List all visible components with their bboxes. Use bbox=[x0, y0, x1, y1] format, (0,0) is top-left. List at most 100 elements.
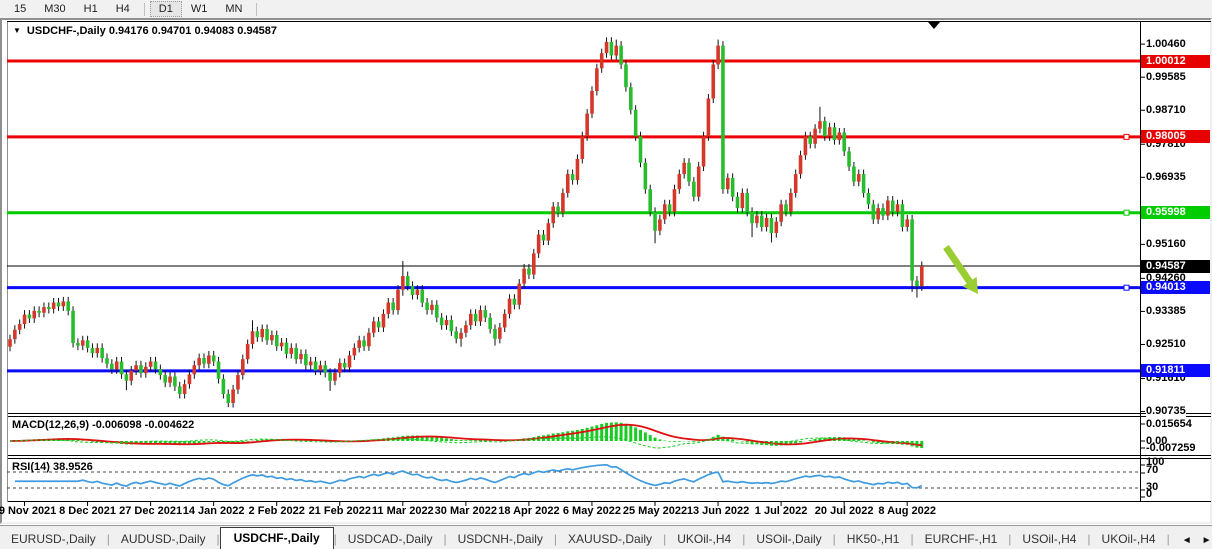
tab-usdchf-daily[interactable]: USDCHF-,Daily bbox=[219, 527, 334, 549]
candle-body bbox=[255, 331, 260, 338]
hline-handle[interactable] bbox=[1123, 209, 1130, 216]
candle-body bbox=[755, 215, 759, 224]
candle-body bbox=[774, 221, 779, 234]
candle-body bbox=[357, 340, 361, 348]
timeframe-button-mn[interactable]: MN bbox=[225, 3, 243, 15]
tab-scroll-right-icon[interactable]: ► bbox=[1201, 535, 1212, 546]
candle-body bbox=[85, 340, 90, 348]
candle-body bbox=[633, 109, 638, 137]
candle-body bbox=[488, 317, 492, 329]
candle-body bbox=[134, 365, 138, 371]
tab-eurusd-daily[interactable]: EURUSD-,Daily bbox=[11, 532, 96, 546]
candle-body bbox=[847, 151, 851, 167]
candle-body bbox=[701, 136, 706, 167]
timeframe-button-h1[interactable]: H1 bbox=[83, 3, 98, 15]
candle-body bbox=[881, 208, 885, 216]
chevron-down-icon[interactable]: ▼ bbox=[13, 26, 21, 35]
date-tick: 6 May 2022 bbox=[562, 505, 621, 517]
candle-body bbox=[750, 211, 754, 224]
down-arrow-annotation[interactable] bbox=[943, 245, 973, 284]
chart-title-text: USDCHF-,Daily 0.94176 0.94701 0.94083 0.… bbox=[26, 25, 278, 37]
candle-body bbox=[294, 347, 298, 360]
date-tick: 14 Jan 2022 bbox=[182, 505, 245, 517]
candle-body bbox=[80, 340, 85, 346]
chart-shift-marker-icon[interactable] bbox=[928, 22, 940, 29]
candle-body bbox=[667, 204, 672, 212]
candle-body bbox=[784, 204, 788, 212]
timeframe-button-w1[interactable]: W1 bbox=[190, 3, 208, 15]
candle-body bbox=[386, 302, 391, 314]
candle-body bbox=[745, 192, 749, 212]
candle-body bbox=[173, 376, 177, 387]
timeframe-button-15[interactable]: 15 bbox=[14, 3, 27, 15]
candle-body bbox=[148, 361, 153, 367]
candle-body bbox=[590, 90, 594, 114]
candle-body bbox=[410, 285, 415, 295]
candle-body bbox=[211, 355, 216, 362]
tab-eurchf-h1[interactable]: EURCHF-,H1 bbox=[924, 532, 998, 546]
rsi-tick-100: 100 bbox=[1146, 456, 1165, 468]
candle-body bbox=[401, 276, 405, 290]
candle-body bbox=[716, 45, 720, 65]
candle-body bbox=[124, 374, 129, 381]
candle-body bbox=[22, 314, 27, 325]
candle-body bbox=[435, 304, 439, 318]
price-tick-0.98710: 0.98710 bbox=[1146, 103, 1186, 117]
candle-body bbox=[279, 342, 284, 347]
timeframe-button-d1[interactable]: D1 bbox=[149, 1, 182, 17]
candle-body bbox=[861, 174, 866, 193]
candle-body bbox=[299, 353, 303, 360]
candle-body bbox=[8, 339, 12, 347]
candle-body bbox=[100, 347, 104, 359]
timeframe-button-h4[interactable]: H4 bbox=[115, 3, 130, 15]
timeframe-button-m30[interactable]: M30 bbox=[44, 3, 66, 15]
tab-ukoil-h4[interactable]: UKOil-,H4 bbox=[1101, 532, 1156, 546]
candle-body bbox=[604, 41, 609, 54]
candle-body bbox=[692, 181, 696, 197]
candle-body bbox=[449, 319, 454, 332]
candle-body bbox=[105, 358, 109, 364]
candle-body bbox=[653, 211, 657, 231]
price-badge-0.94013: 0.94013 bbox=[1141, 281, 1210, 295]
candle-body bbox=[565, 174, 570, 193]
tab-hk50-h1[interactable]: HK50-,H1 bbox=[846, 532, 900, 546]
candle-body bbox=[759, 215, 764, 227]
candle-body bbox=[852, 166, 856, 182]
candle-body bbox=[803, 136, 808, 156]
toolbar-separator bbox=[256, 2, 258, 16]
tab-xauusd-daily[interactable]: XAUUSD-,Daily bbox=[568, 532, 653, 546]
candle-body bbox=[61, 301, 66, 307]
price-tick-0.92510: 0.92510 bbox=[1146, 337, 1186, 351]
candle-body bbox=[856, 174, 861, 182]
tab-ukoil-h4[interactable]: UKOil-,H4 bbox=[677, 532, 732, 546]
tab-usdcnh-daily[interactable]: USDCNH-,Daily bbox=[457, 532, 543, 546]
tab-scroll-left-icon[interactable]: ◄ bbox=[1181, 535, 1192, 546]
candle-body bbox=[595, 68, 599, 91]
candle-body bbox=[827, 127, 832, 137]
tab-usoil-h4[interactable]: USOil-,H4 bbox=[1022, 532, 1077, 546]
macd-tick--0.007259: -0.007259 bbox=[1146, 441, 1196, 454]
candle-body bbox=[396, 289, 400, 311]
tab-separator: | bbox=[553, 532, 558, 546]
candle-body bbox=[721, 45, 725, 190]
candle-body bbox=[779, 204, 783, 222]
candle-body bbox=[580, 136, 585, 159]
candle-body bbox=[459, 332, 463, 339]
candle-body bbox=[871, 204, 876, 220]
tab-usdcad-daily[interactable]: USDCAD-,Daily bbox=[347, 532, 433, 546]
tab-separator: | bbox=[443, 532, 447, 546]
chart-title: ▼ USDCHF-,Daily 0.94176 0.94701 0.94083 … bbox=[13, 25, 277, 37]
tab-usoil-daily[interactable]: USOil-,Daily bbox=[756, 532, 822, 546]
candle-body bbox=[468, 313, 473, 326]
candle-body bbox=[328, 372, 332, 381]
candle-body bbox=[56, 302, 61, 307]
tab-separator: | bbox=[1008, 532, 1012, 546]
hline-handle[interactable] bbox=[1123, 133, 1130, 140]
hline-handle[interactable] bbox=[1123, 284, 1130, 291]
candle-body bbox=[498, 327, 502, 339]
candle-body bbox=[158, 369, 163, 376]
candle-body bbox=[536, 234, 541, 254]
candle-body bbox=[895, 204, 900, 212]
date-tick: 8 Aug 2022 bbox=[878, 505, 937, 517]
tab-audusd-daily[interactable]: AUDUSD-,Daily bbox=[120, 532, 206, 546]
